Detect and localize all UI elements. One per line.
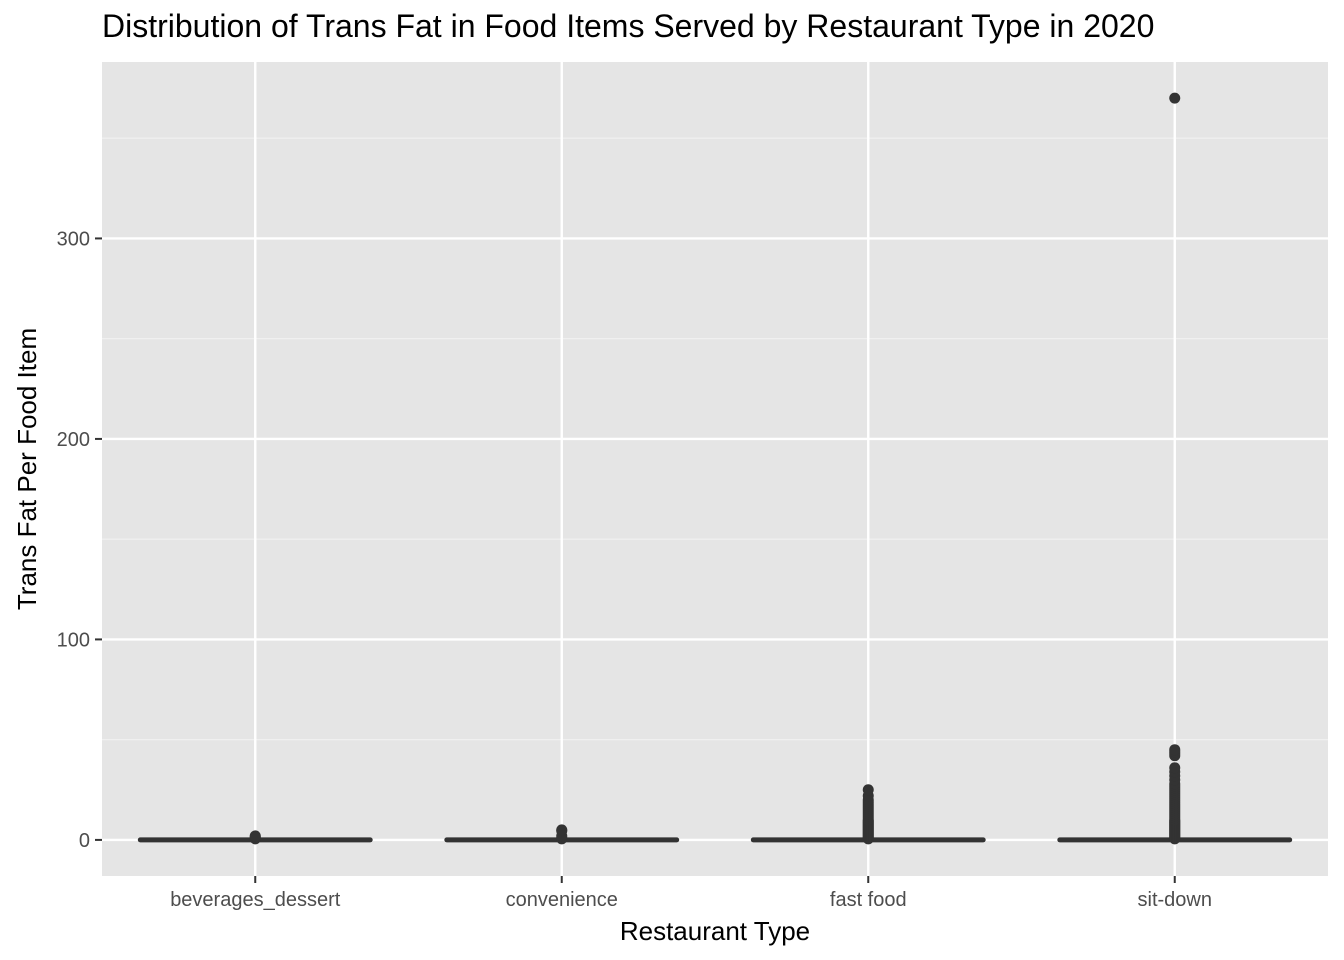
y-tick-label: 0 bbox=[79, 830, 90, 852]
y-axis-title: Trans Fat Per Food Item bbox=[12, 328, 42, 610]
outlier-point bbox=[249, 830, 261, 842]
y-tick-label: 200 bbox=[57, 429, 90, 451]
outlier-point bbox=[862, 784, 874, 796]
x-tick-label: fast food bbox=[830, 889, 907, 911]
x-tick-label: beverages_dessert bbox=[170, 889, 341, 911]
x-tick-label: sit-down bbox=[1138, 889, 1212, 911]
outlier-point bbox=[1169, 744, 1181, 756]
y-tick-label: 300 bbox=[57, 228, 90, 250]
x-axis: beverages_dessert convenience fast food sit… bbox=[170, 876, 1212, 911]
chart-title: Distribution of Trans Fat in Food Items … bbox=[102, 8, 1155, 44]
outlier-point bbox=[556, 824, 568, 836]
x-axis-title: Restaurant Type bbox=[620, 916, 810, 946]
minor-gridlines bbox=[102, 137, 1328, 741]
y-tick-label: 100 bbox=[57, 629, 90, 651]
outlier-point bbox=[1169, 92, 1181, 104]
outliers-layer bbox=[249, 92, 1181, 845]
outlier-point bbox=[1169, 762, 1181, 774]
major-gridlines bbox=[102, 62, 1328, 876]
plot-panel bbox=[102, 62, 1328, 876]
y-axis: 0 100 200 300 bbox=[57, 228, 102, 852]
x-tick-label: convenience bbox=[506, 889, 618, 911]
